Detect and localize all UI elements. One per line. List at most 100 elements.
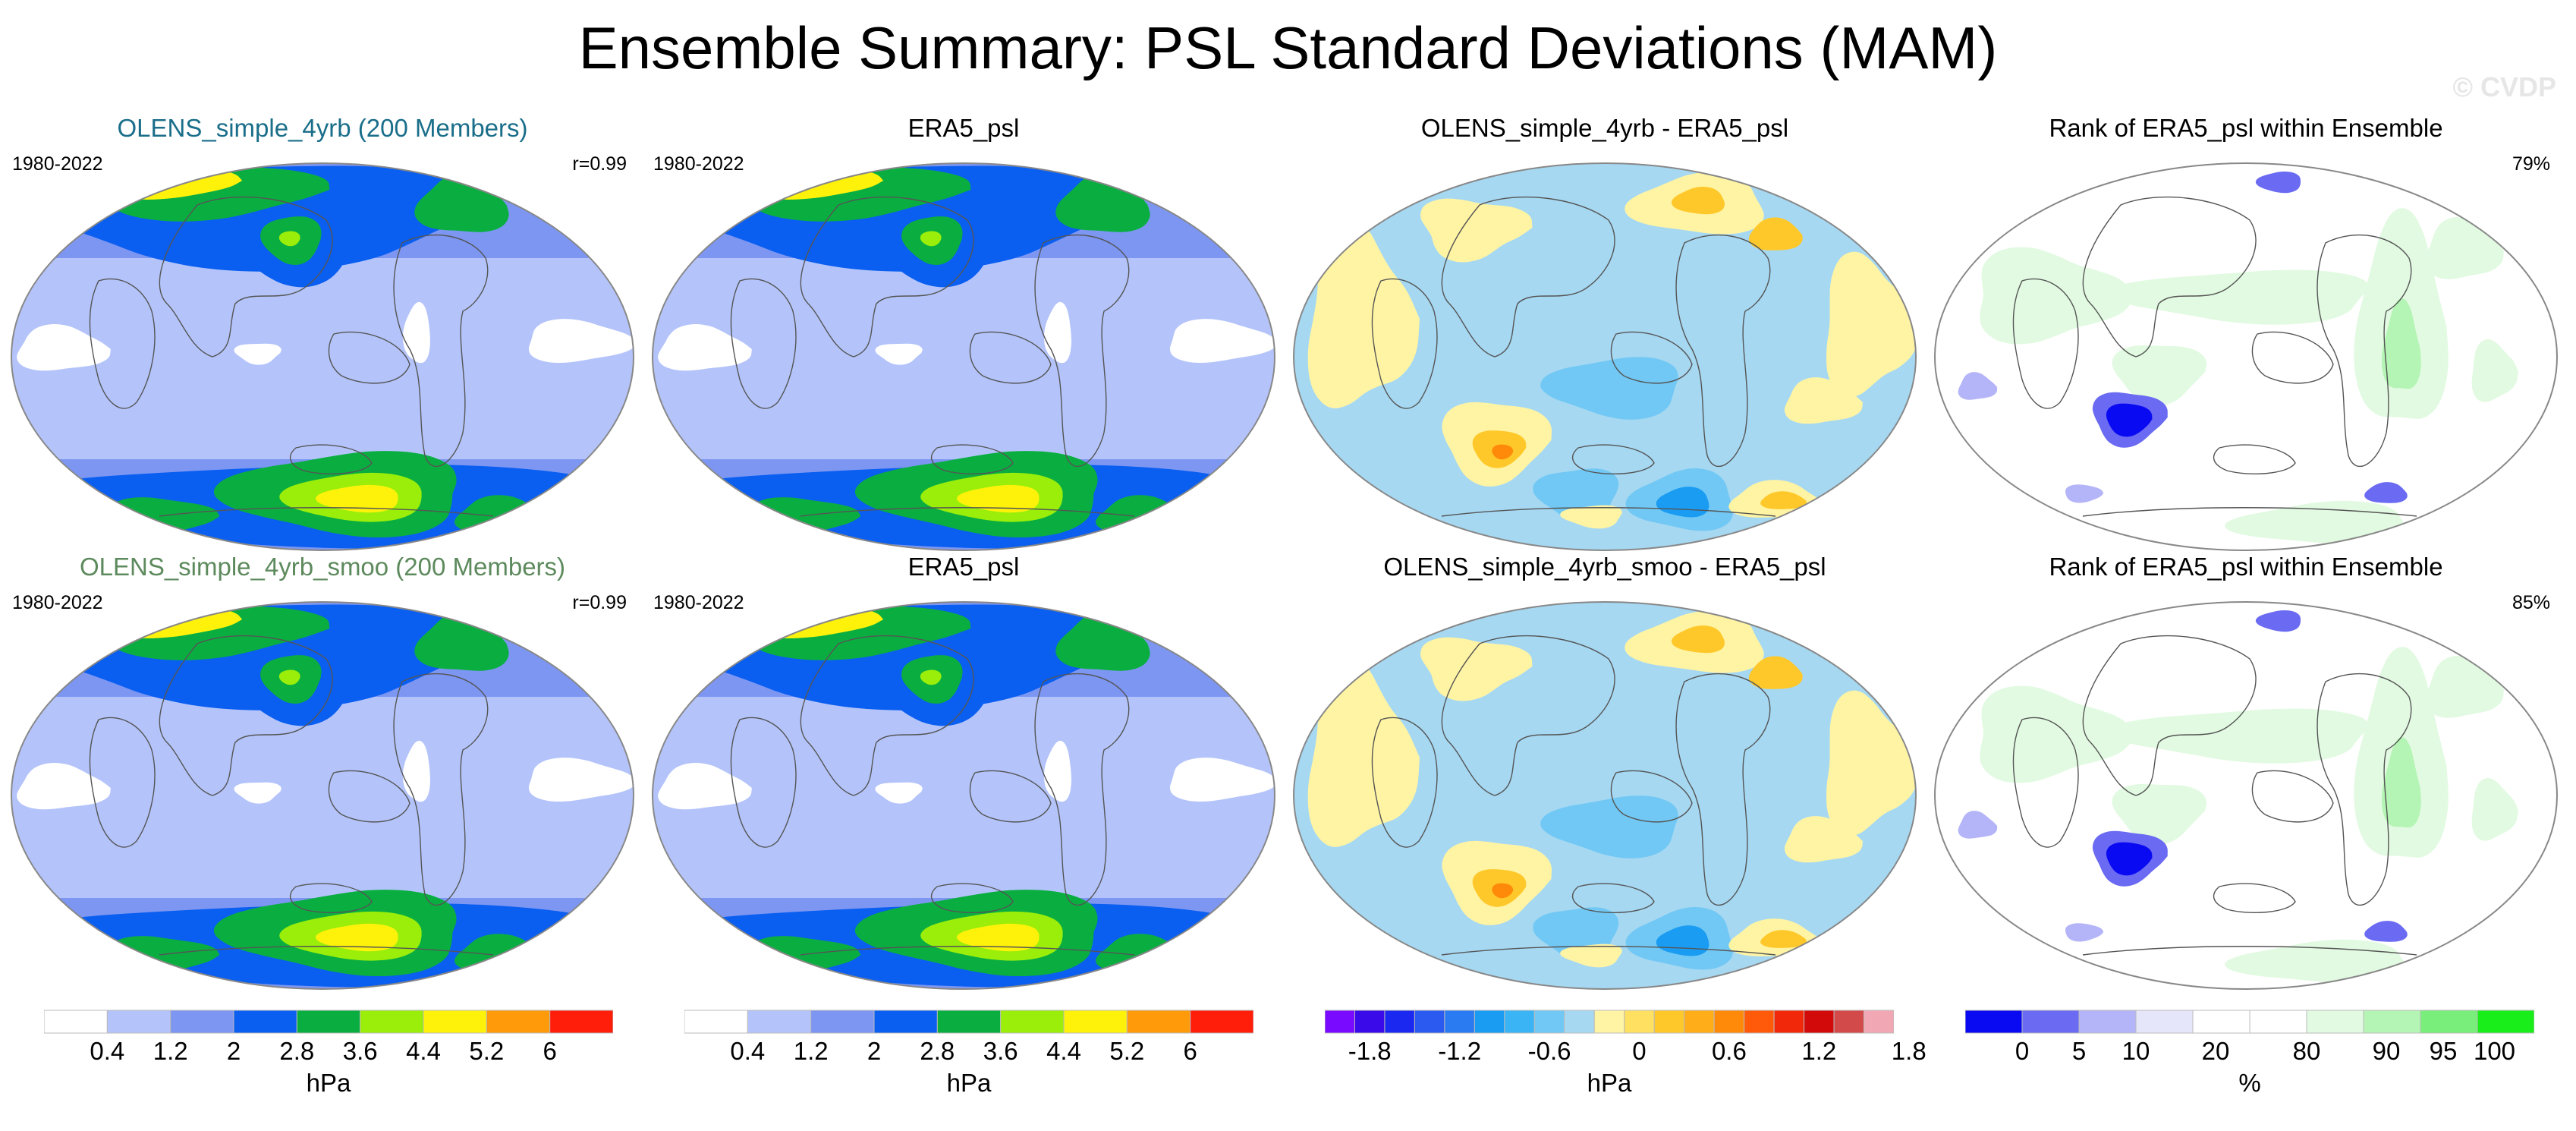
figure-title: Ensemble Summary: PSL Standard Deviation…	[578, 14, 1998, 81]
contour-region	[1420, 198, 1533, 263]
colorbar-tick-label: 6	[543, 1037, 557, 1065]
colorbar-tick-label: 0	[2015, 1037, 2030, 1065]
colorbar-swatch	[1804, 1010, 1835, 1034]
copyright-watermark: © CVDP	[2452, 71, 2556, 102]
contour-region	[234, 782, 282, 804]
map-panel: Rank of ERA5_psl within Ensemble 79%	[1931, 114, 2561, 554]
colorbar-swatch	[1965, 1010, 2023, 1034]
contour-region	[100, 606, 161, 621]
contour-region	[17, 324, 111, 371]
contour-region	[17, 763, 111, 810]
colorbar-swatch	[1063, 1010, 1128, 1034]
colorbar-swatch	[873, 1010, 938, 1034]
map-border	[652, 162, 1275, 551]
world-map	[11, 601, 634, 990]
coastline	[1371, 717, 1438, 848]
contour-region	[1492, 883, 1514, 899]
colorbar-tick-label: 0.4	[90, 1037, 125, 1065]
colorbar-swatch	[1624, 1010, 1655, 1034]
colorbar-tick-label: 95	[2429, 1037, 2458, 1065]
contour-region	[1420, 637, 1533, 701]
panel-stat: 79%	[2512, 153, 2550, 175]
contour-region	[2112, 783, 2206, 845]
colorbar-tick-label: 4.4	[1046, 1037, 1081, 1065]
contour-region	[1169, 319, 1275, 364]
contour-region	[1958, 372, 1998, 400]
contour-region	[920, 669, 942, 685]
world-map	[1934, 601, 2558, 990]
map-border	[1934, 601, 2558, 990]
contour-region	[1760, 491, 1807, 509]
coastline	[1571, 883, 1655, 913]
panel-title: OLENS_simple_4yrb (200 Members)	[117, 114, 528, 142]
colorbar-ticks: -1.8 -1.2 -0.6 0 0.6 1.2 1.8	[1325, 1037, 1926, 1067]
map-panel: OLENS_simple_4yrb - ERA5_psl	[1290, 114, 1920, 554]
coastline	[1571, 444, 1655, 474]
coastline	[159, 507, 494, 517]
contour-region	[2471, 777, 2518, 841]
contour-region	[2364, 921, 2408, 942]
colorbar-swatch	[360, 1010, 424, 1034]
contour-region	[1169, 758, 1275, 802]
colorbar-swatch	[1744, 1010, 1775, 1034]
coastline	[2213, 444, 2296, 474]
colorbar-swatch	[747, 1010, 812, 1034]
panel-stat: r=0.99	[572, 153, 627, 175]
colorbar-swatch	[1000, 1010, 1065, 1034]
coastline	[1441, 946, 1776, 956]
coastline	[930, 444, 1014, 474]
coastline	[2012, 717, 2079, 848]
coastline	[1675, 234, 1771, 468]
coastline	[730, 278, 797, 409]
coastline	[89, 717, 156, 848]
colorbar-swatch	[486, 1010, 551, 1034]
colorbar-swatch	[549, 1010, 613, 1034]
colorbar-swatch	[936, 1010, 1002, 1034]
contour-region	[1307, 216, 1420, 408]
world-map	[1934, 162, 2558, 551]
contour-region	[234, 343, 282, 365]
contour-region	[1748, 217, 1803, 250]
contour-region	[2107, 269, 2369, 325]
contour-region	[1540, 795, 1678, 858]
colorbar-swatch	[1653, 1010, 1685, 1034]
world-map	[1293, 601, 1917, 990]
colorbar-tick-label: 100	[2473, 1037, 2516, 1065]
colorbar-swatch	[1474, 1010, 1505, 1034]
map-panel: OLENS_simple_4yrb_smoo (200 Members) 1980…	[8, 553, 637, 993]
colorbar-swatch	[2135, 1010, 2194, 1034]
contour-region	[2381, 298, 2421, 389]
colorbar-swatch	[1773, 1010, 1805, 1034]
coastline	[2251, 331, 2334, 384]
contour-region	[1540, 357, 1678, 420]
colorbar-tick-label: -0.6	[1527, 1037, 1571, 1065]
contour-region	[1043, 740, 1071, 802]
coastline	[1610, 770, 1693, 823]
colorbar-tick-label: 2	[226, 1037, 241, 1065]
colorbar-tick-label: 6	[1183, 1037, 1197, 1065]
contour-region	[1560, 505, 1622, 529]
rank-colorbar: 0 5 10 20 80 90 95 100%	[1965, 1010, 2534, 1131]
colorbar-swatch	[1684, 1010, 1715, 1034]
coastline	[969, 770, 1052, 823]
coastline	[969, 331, 1052, 384]
contour-region	[1307, 654, 1420, 847]
contour-region	[1043, 301, 1071, 364]
colorbar-swatch	[1864, 1010, 1894, 1034]
colorbar-tick-label: 1.2	[153, 1037, 188, 1065]
contour-region	[402, 301, 430, 364]
panel-title: Rank of ERA5_psl within Ensemble	[2049, 114, 2443, 142]
contour-region	[2065, 923, 2104, 942]
coastline	[1034, 673, 1130, 906]
colorbar-tick-label: 5.2	[1109, 1037, 1145, 1065]
coastline	[289, 444, 373, 474]
coastline	[2317, 673, 2412, 906]
contour-region	[875, 782, 923, 804]
contour-region	[658, 324, 752, 371]
coastline	[2213, 883, 2296, 913]
coastline	[800, 946, 1135, 956]
colorbar-tick-label: 2.8	[279, 1037, 315, 1065]
colorbar-swatch	[1325, 1010, 1355, 1034]
world-map	[11, 162, 634, 551]
colorbar-swatch	[106, 1010, 171, 1034]
